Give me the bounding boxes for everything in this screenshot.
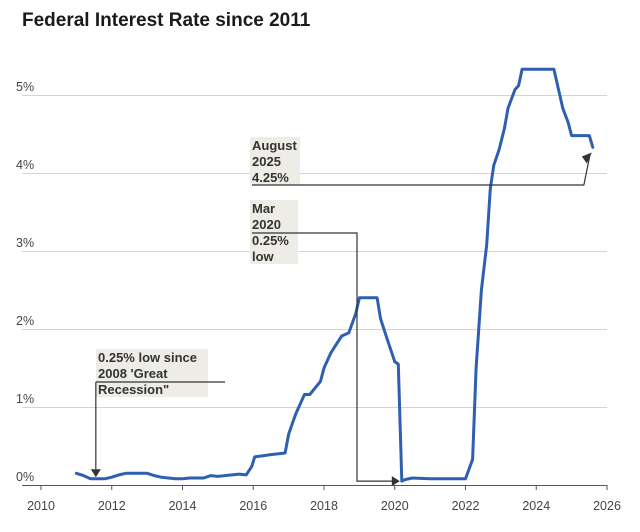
annotation-leader [252,232,393,482]
annotation-text: 2025 [252,154,281,169]
y-tick-label: 2% [16,314,34,328]
annotation-label-bg [96,349,208,365]
annotation-label-bg [96,381,208,397]
y-tick-label: 3% [16,236,34,250]
y-axis-tick-labels: 0% 1% 2% 3% 4% 5% [16,80,34,484]
annotation-arrowhead [391,476,400,487]
x-tick-label: 2016 [239,499,267,513]
annotation-label-bg [250,232,298,248]
x-tick-label: 2018 [310,499,338,513]
annotation-text: Mar [252,201,275,216]
y-tick-label: 5% [16,80,34,94]
annotation-arrowhead [90,469,101,478]
annotation-label-bg [250,200,298,216]
x-tick-label: 2014 [169,499,197,513]
annotation-text: low [252,249,275,264]
annotation-text: August [252,138,297,153]
annotation-leader [252,155,591,186]
x-tick-label: 2010 [27,499,55,513]
annotation-label-bg [250,137,300,153]
annotation-text: 0.25% [252,233,289,248]
annotation-text: 2008 'Great [98,366,168,381]
annotation-text: 4.25% [252,170,289,185]
annotation-label-bg [250,153,300,169]
annotation-text: 0.25% low since [98,350,197,365]
x-tick-label: 2022 [452,499,480,513]
y-tick-label: 4% [16,158,34,172]
series-line-0 [74,67,595,483]
y-tick-label: 1% [16,392,34,406]
grid-lines [22,95,607,486]
x-axis: 2010 2012 2014 2016 2018 2020 2022 2024 2026 [22,485,621,513]
annotation-label-bg [250,248,298,264]
annotation-text: 2020 [252,217,281,232]
annotation-arrowhead [581,152,592,164]
annotation-label-bg [96,365,208,381]
y-tick-label: 0% [16,470,34,484]
annotation-text: Recession" [98,382,169,397]
annotation-label-bg [250,169,300,185]
x-tick-label: 2020 [381,499,409,513]
x-tick-label: 2012 [98,499,126,513]
x-tick-label: 2026 [593,499,621,513]
series [74,67,595,483]
annotation-label-bg [250,216,298,232]
chart-title: Federal Interest Rate since 2011 [22,10,311,31]
x-tick-label: 2024 [522,499,550,513]
